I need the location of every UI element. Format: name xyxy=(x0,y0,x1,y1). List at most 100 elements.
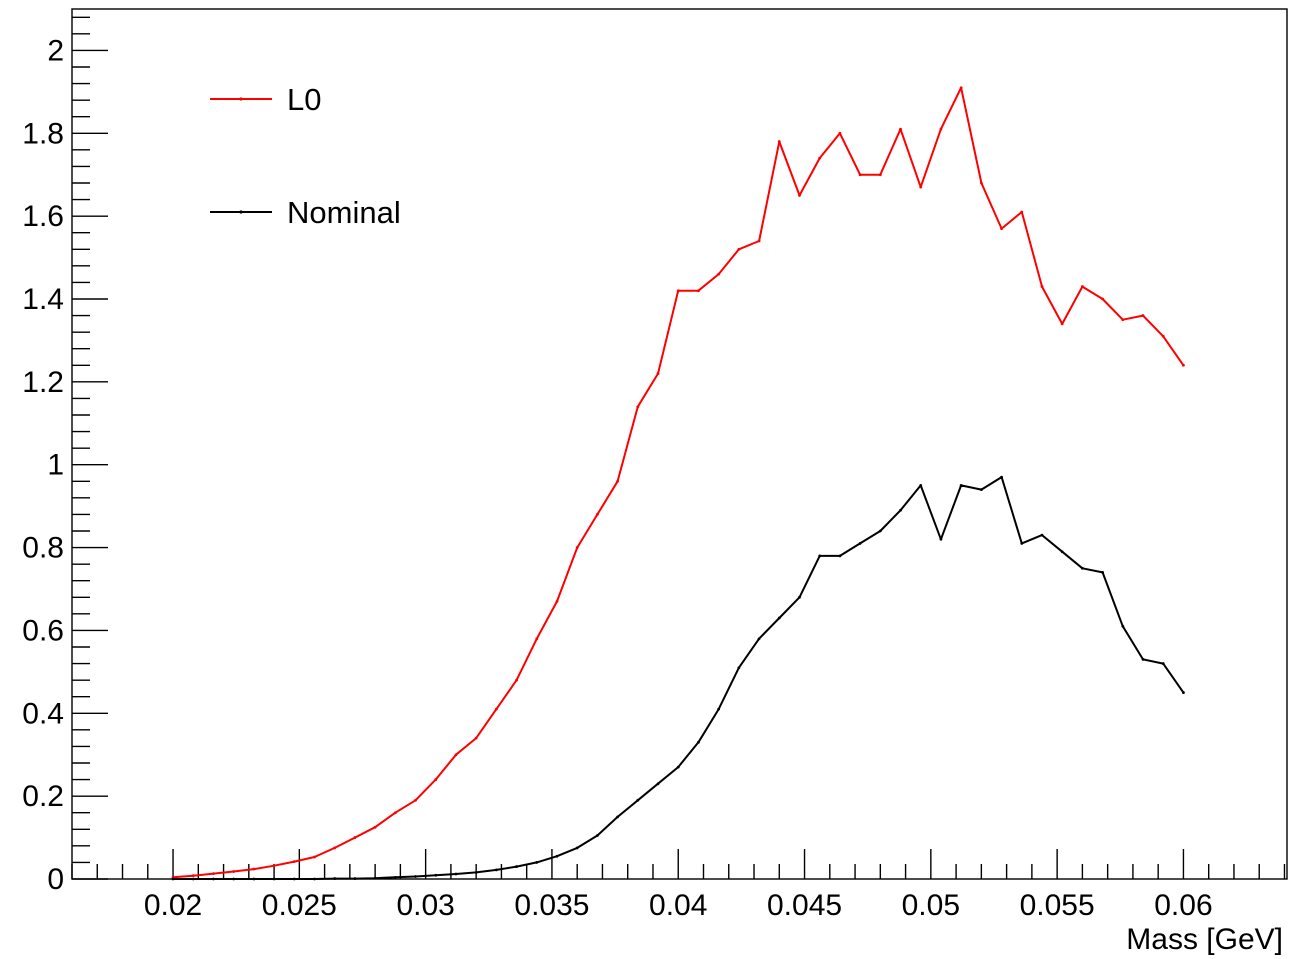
data-point xyxy=(454,753,458,757)
x-tick-label: 0.06 xyxy=(1154,889,1212,922)
data-point xyxy=(939,127,943,131)
data-point xyxy=(212,877,215,881)
data-point xyxy=(474,870,478,874)
data-point xyxy=(515,865,518,868)
data-point xyxy=(494,868,498,872)
data-point xyxy=(454,872,458,876)
data-point xyxy=(1182,691,1185,694)
data-point xyxy=(1080,566,1084,570)
data-point xyxy=(232,870,236,873)
data-point xyxy=(616,479,620,483)
x-tick-label: 0.03 xyxy=(396,889,454,922)
data-point xyxy=(717,272,721,276)
data-point xyxy=(434,778,438,781)
x-tick-label: 0.035 xyxy=(514,889,589,922)
legend-label: Nominal xyxy=(287,195,401,230)
data-point xyxy=(1101,571,1105,574)
data-point xyxy=(959,484,963,487)
data-point xyxy=(979,181,983,185)
data-point xyxy=(1000,475,1003,479)
data-point xyxy=(353,836,357,839)
x-tick-label: 0.025 xyxy=(262,889,337,922)
data-point xyxy=(1161,334,1165,338)
data-point xyxy=(434,873,438,877)
data-point xyxy=(838,554,842,558)
data-point xyxy=(414,875,417,878)
data-point xyxy=(1040,533,1044,537)
data-point xyxy=(1020,542,1024,545)
data-point xyxy=(656,372,660,375)
data-point xyxy=(777,140,781,143)
data-point xyxy=(1000,227,1003,230)
data-point xyxy=(757,239,761,243)
data-point xyxy=(575,846,579,850)
data-point xyxy=(292,877,296,881)
data-point xyxy=(798,595,801,599)
data-point xyxy=(313,855,316,859)
data-point xyxy=(1182,363,1185,367)
data-point xyxy=(979,488,983,491)
data-point xyxy=(737,666,741,670)
data-point xyxy=(272,877,276,881)
data-point xyxy=(596,834,599,837)
series-layer xyxy=(171,86,1185,881)
data-point xyxy=(212,872,215,876)
data-point xyxy=(878,529,882,533)
data-point xyxy=(1121,318,1125,322)
y-tick-label: 0.2 xyxy=(22,780,64,813)
data-point xyxy=(252,877,256,881)
data-point xyxy=(1040,285,1044,288)
data-point xyxy=(333,846,337,850)
data-point xyxy=(616,815,620,819)
legend-marker xyxy=(239,210,243,214)
x-axis-title: Mass [GeV] xyxy=(1126,923,1283,956)
data-point xyxy=(333,877,337,880)
data-point xyxy=(798,194,801,197)
data-point xyxy=(191,877,195,881)
data-point xyxy=(393,811,397,815)
data-point xyxy=(272,864,276,868)
x-tick-label: 0.04 xyxy=(649,889,707,922)
legend-label: L0 xyxy=(287,82,321,117)
data-point xyxy=(858,173,862,177)
x-tick-label: 0.045 xyxy=(767,889,842,922)
data-point xyxy=(777,616,781,620)
data-point xyxy=(697,740,700,744)
data-point xyxy=(1141,314,1145,317)
data-point xyxy=(737,247,741,251)
data-point xyxy=(596,513,599,516)
y-tick-label: 0.8 xyxy=(22,532,64,565)
y-tick-label: 1 xyxy=(47,449,64,482)
y-tick-label: 2 xyxy=(47,34,64,67)
data-point xyxy=(838,131,842,135)
data-point xyxy=(1080,285,1084,288)
data-point xyxy=(535,637,539,641)
plot-frame xyxy=(71,8,1288,880)
data-point xyxy=(676,765,680,769)
data-point xyxy=(878,173,882,177)
data-point xyxy=(919,185,923,189)
data-point xyxy=(373,876,377,880)
data-point xyxy=(656,782,660,786)
data-point xyxy=(858,542,862,545)
data-point xyxy=(494,707,498,711)
y-tick-label: 1.8 xyxy=(22,117,64,150)
data-point xyxy=(818,554,822,558)
data-point xyxy=(373,825,377,829)
data-point xyxy=(1020,210,1024,214)
data-point xyxy=(939,537,943,541)
data-point xyxy=(252,867,256,871)
y-tick-label: 1.6 xyxy=(22,200,64,233)
legend: L0 Nominal xyxy=(210,82,401,230)
data-point xyxy=(1161,662,1165,665)
data-point xyxy=(1060,550,1064,554)
data-point xyxy=(292,860,296,863)
data-point xyxy=(636,798,640,802)
data-point xyxy=(515,678,518,682)
data-point xyxy=(757,637,761,641)
x-tick-label: 0.055 xyxy=(1020,889,1095,922)
data-point xyxy=(919,484,923,487)
data-point xyxy=(353,877,357,880)
